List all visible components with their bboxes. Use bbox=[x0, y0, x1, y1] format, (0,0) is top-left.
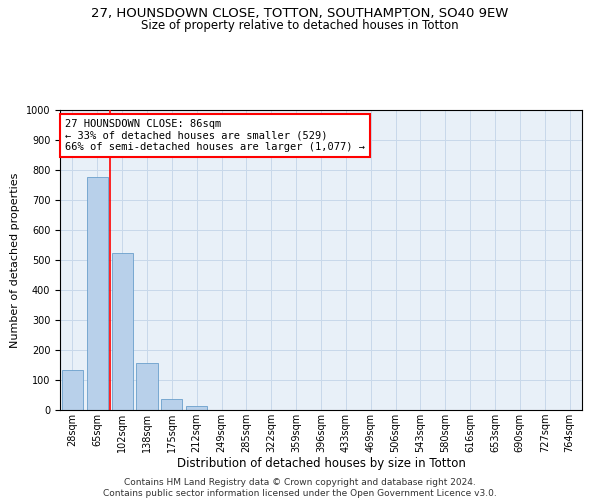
Bar bbox=[136, 362, 158, 410]
Text: Size of property relative to detached houses in Totton: Size of property relative to detached ho… bbox=[141, 19, 459, 32]
Text: Contains HM Land Registry data © Crown copyright and database right 2024.
Contai: Contains HM Land Registry data © Crown c… bbox=[103, 478, 497, 498]
Bar bbox=[161, 399, 182, 410]
Bar bbox=[62, 370, 83, 410]
Text: 27, HOUNSDOWN CLOSE, TOTTON, SOUTHAMPTON, SO40 9EW: 27, HOUNSDOWN CLOSE, TOTTON, SOUTHAMPTON… bbox=[91, 8, 509, 20]
Text: Distribution of detached houses by size in Totton: Distribution of detached houses by size … bbox=[176, 458, 466, 470]
Y-axis label: Number of detached properties: Number of detached properties bbox=[10, 172, 20, 348]
Bar bbox=[87, 176, 108, 410]
Text: 27 HOUNSDOWN CLOSE: 86sqm
← 33% of detached houses are smaller (529)
66% of semi: 27 HOUNSDOWN CLOSE: 86sqm ← 33% of detac… bbox=[65, 119, 365, 152]
Bar bbox=[112, 252, 133, 410]
Bar bbox=[186, 406, 207, 410]
